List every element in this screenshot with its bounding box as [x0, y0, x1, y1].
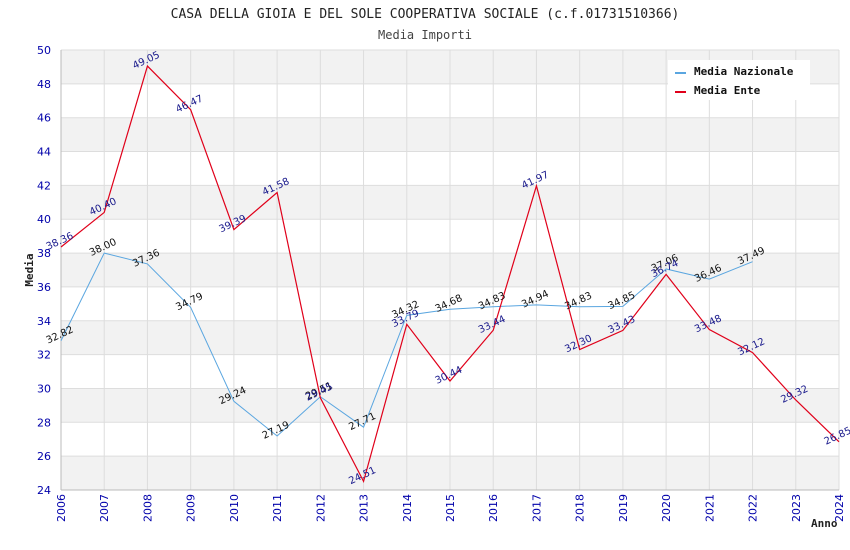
data-label-ente: 46.47 [174, 93, 205, 115]
data-label-ente: 38.36 [45, 231, 76, 253]
y-tick-label: 30 [37, 382, 51, 395]
x-tick-label: 2012 [314, 494, 327, 522]
data-label-ente: 30.44 [434, 365, 465, 387]
y-tick-label: 24 [37, 484, 51, 497]
legend: Media Nazionale Media Ente [668, 60, 810, 100]
y-tick-label: 40 [37, 213, 51, 226]
chart-subtitle: Media Importi [378, 28, 472, 42]
series-line-ente [60, 64, 840, 484]
x-tick-label: 2013 [358, 494, 371, 522]
chart-title: CASA DELLA GIOIA E DEL SOLE COOPERATIVA … [171, 7, 680, 22]
data-label-ente: 26.85 [823, 425, 850, 447]
data-label-nazionale: 34.85 [607, 290, 638, 312]
x-tick-label: 2016 [487, 494, 500, 522]
y-axis-ticks: 24 26 28 30 32 34 36 38 40 42 44 46 48 50 [37, 44, 51, 497]
y-tick-label: 48 [37, 78, 51, 91]
series-layer [60, 64, 840, 484]
x-tick-label: 2007 [98, 494, 111, 522]
x-tick-label: 2024 [833, 494, 846, 522]
x-axis-ticks: 2006 2007 2008 2009 2010 2011 2012 2013 2014 2015… [55, 494, 846, 522]
data-label-nazionale: 34.68 [434, 293, 465, 315]
y-tick-label: 46 [37, 112, 51, 125]
x-tick-label: 2018 [574, 494, 587, 522]
data-label-nazionale: 34.79 [174, 291, 205, 313]
x-tick-label: 2011 [271, 494, 284, 522]
y-tick-label: 28 [37, 416, 51, 429]
x-tick-label: 2021 [703, 494, 716, 522]
x-tick-label: 2014 [401, 494, 414, 522]
gridlines [60, 49, 840, 491]
y-tick-label: 38 [37, 247, 51, 260]
x-tick-label: 2006 [55, 494, 68, 522]
y-tick-label: 42 [37, 179, 51, 192]
y-tick-label: 26 [37, 450, 51, 463]
y-tick-label: 32 [37, 349, 51, 362]
data-label-nazionale: 34.83 [563, 290, 594, 312]
x-axis-label: Anno [811, 517, 838, 530]
data-label-nazionale: 27.19 [261, 420, 292, 442]
x-tick-label: 2022 [747, 494, 760, 522]
data-label-nazionale: 34.83 [477, 290, 508, 312]
legend-box [668, 60, 810, 100]
x-tick-label: 2008 [141, 494, 154, 522]
y-tick-label: 34 [37, 315, 51, 328]
y-tick-label: 44 [37, 146, 51, 159]
y-tick-label: 50 [37, 44, 51, 57]
x-tick-label: 2020 [660, 494, 673, 522]
legend-label-nazionale: Media Nazionale [694, 65, 794, 78]
x-tick-label: 2010 [228, 494, 241, 522]
x-tick-label: 2023 [790, 494, 803, 522]
y-tick-label: 36 [37, 281, 51, 294]
x-tick-label: 2019 [617, 494, 630, 522]
data-label-nazionale: 34.94 [520, 289, 551, 311]
legend-label-ente: Media Ente [694, 84, 761, 97]
x-tick-label: 2017 [530, 494, 543, 522]
y-axis-label: Media [23, 253, 36, 286]
series-line-nazionale [60, 252, 753, 437]
x-tick-label: 2015 [444, 494, 457, 522]
x-tick-label: 2009 [185, 494, 198, 522]
